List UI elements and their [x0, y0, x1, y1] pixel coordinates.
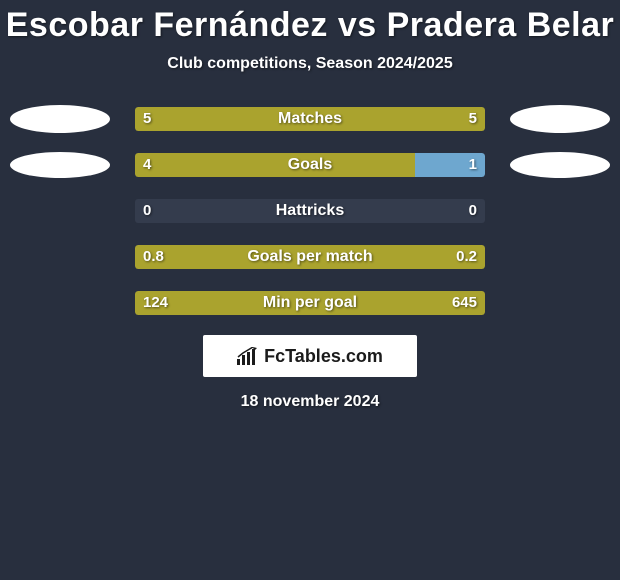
logo-text: FcTables.com — [264, 346, 383, 367]
comparison-widget: Escobar Fernández vs Pradera Belar Club … — [0, 6, 620, 411]
page-title: Escobar Fernández vs Pradera Belar — [0, 6, 620, 45]
bar-track — [135, 153, 485, 177]
stat-row: Goals per match0.80.2 — [0, 243, 620, 271]
player-avatar-right — [510, 105, 610, 133]
bar-left — [135, 291, 191, 315]
stat-row: Min per goal124645 — [0, 289, 620, 317]
stat-row: Matches55 — [0, 105, 620, 133]
bar-left — [135, 153, 415, 177]
player-avatar-left — [10, 152, 110, 178]
bar-left — [135, 245, 415, 269]
bar-right — [415, 153, 485, 177]
stat-row: Goals41 — [0, 151, 620, 179]
bar-left — [135, 107, 310, 131]
bar-right — [310, 107, 485, 131]
bar-track — [135, 199, 485, 223]
subtitle: Club competitions, Season 2024/2025 — [0, 55, 620, 73]
bar-right — [191, 291, 485, 315]
logo-box[interactable]: FcTables.com — [203, 335, 417, 377]
date-label: 18 november 2024 — [0, 393, 620, 411]
chart-area: Matches55 Goals41 Hattricks00 Goals per mat… — [0, 105, 620, 317]
player-avatar-right — [510, 152, 610, 178]
stat-row: Hattricks00 — [0, 197, 620, 225]
bar-track — [135, 107, 485, 131]
bar-track — [135, 245, 485, 269]
chart-icon — [237, 347, 259, 365]
bar-track — [135, 291, 485, 315]
bar-right — [415, 245, 485, 269]
player-avatar-left — [10, 105, 110, 133]
